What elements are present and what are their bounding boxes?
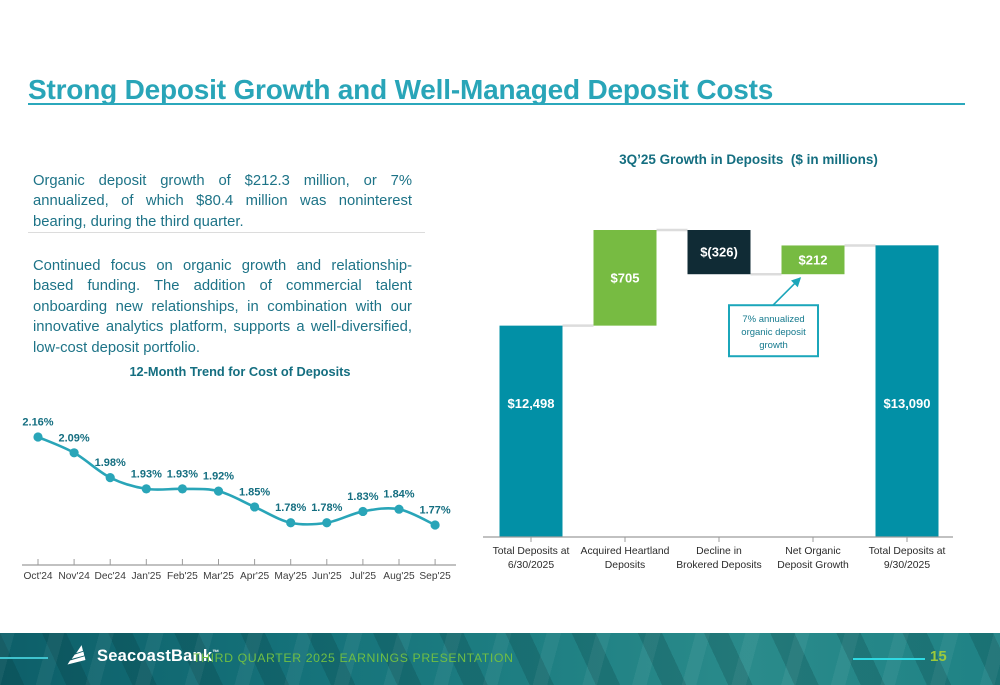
x-axis-label: Jul'25 bbox=[350, 571, 377, 582]
bar-value-label: $12,498 bbox=[508, 396, 555, 411]
category-label: Decline in bbox=[696, 546, 742, 557]
line-chart-point bbox=[250, 502, 260, 512]
line-chart-point bbox=[430, 520, 440, 530]
line-chart-point bbox=[69, 448, 79, 458]
bar-value-label: $705 bbox=[611, 270, 640, 285]
line-chart-point bbox=[105, 473, 115, 483]
category-label: Total Deposits at bbox=[869, 546, 946, 557]
line-chart-point bbox=[394, 504, 404, 514]
line-chart-point bbox=[141, 484, 151, 494]
data-label: 1.93% bbox=[131, 468, 162, 480]
line-chart-plot: Oct'24 Nov'24 Dec'24 Jan'25 Feb'25 Mar'25 Apr'… bbox=[22, 417, 456, 582]
data-label: 1.92% bbox=[203, 471, 234, 483]
body-paragraph-2: Continued focus on organic growth and re… bbox=[33, 257, 412, 357]
x-axis-label: Sep'25 bbox=[419, 571, 451, 582]
data-label: 1.83% bbox=[347, 491, 378, 503]
category-label: Brokered Deposits bbox=[676, 560, 761, 571]
waterfall-plot: $12,498 $705 $(326) $212 $13,090 Total Deposi… bbox=[483, 228, 953, 571]
category-label: Total Deposits at bbox=[493, 546, 570, 557]
waterfall-bar bbox=[687, 230, 751, 275]
annotation-text: organic deposit bbox=[741, 327, 806, 338]
footer-accent-line-right bbox=[853, 658, 925, 660]
x-axis-label: Jan'25 bbox=[131, 571, 161, 582]
waterfall-bar bbox=[875, 245, 939, 537]
footer-accent-line-left bbox=[0, 657, 48, 659]
waterfall-bar bbox=[781, 245, 845, 275]
data-label: 1.77% bbox=[419, 504, 450, 516]
data-label: 1.78% bbox=[275, 502, 306, 514]
line-chart-point bbox=[177, 484, 187, 494]
presentation-title: THIRD QUARTER 2025 EARNINGS PRESENTATION bbox=[193, 651, 514, 665]
line-chart-point bbox=[358, 506, 368, 517]
x-axis-label: Aug'25 bbox=[383, 571, 415, 582]
x-axis-label: Feb'25 bbox=[167, 571, 198, 582]
category-label: Deposit Growth bbox=[777, 560, 849, 571]
page-title: Strong Deposit Growth and Well-Managed D… bbox=[28, 73, 774, 105]
data-label: 1.93% bbox=[167, 468, 198, 480]
waterfall-bar bbox=[593, 230, 657, 326]
deposit-growth-waterfall-chart: 3Q’25 Growth in Deposits ($ in millions)… bbox=[480, 150, 985, 590]
paragraph-divider bbox=[28, 232, 425, 233]
category-label: Deposits bbox=[605, 560, 645, 571]
brand-name: SeacoastBank™ bbox=[97, 647, 220, 665]
cost-of-deposits-line-chart: 12-Month Trend for Cost of Deposits Oct'… bbox=[20, 362, 460, 590]
category-label: Acquired Heartland bbox=[581, 546, 670, 557]
line-chart-point bbox=[33, 432, 43, 442]
data-label: 1.85% bbox=[239, 486, 270, 498]
x-axis-label: Jun'25 bbox=[312, 571, 342, 582]
x-axis-label: Mar'25 bbox=[203, 571, 234, 582]
sail-icon bbox=[67, 645, 86, 665]
page-number: 15 bbox=[930, 648, 947, 665]
bar-value-label: $(326) bbox=[700, 245, 738, 260]
trend-line bbox=[36, 435, 437, 527]
annotation-arrow bbox=[772, 277, 802, 306]
category-label: Net Organic bbox=[785, 546, 840, 557]
data-label: 1.84% bbox=[383, 489, 414, 501]
line-chart-point bbox=[213, 486, 224, 496]
x-axis-label: May'25 bbox=[274, 571, 307, 582]
bar-value-label: $13,090 bbox=[884, 396, 931, 411]
title-underline bbox=[28, 103, 965, 105]
seacoast-logo: SeacoastBank™ bbox=[66, 644, 219, 669]
annotation-text: growth bbox=[759, 340, 788, 351]
data-label: 1.78% bbox=[311, 502, 342, 514]
annotation-callout bbox=[728, 304, 819, 358]
body-paragraph-1: Organic deposit growth of $212.3 million… bbox=[33, 172, 412, 230]
line-chart-title: 12-Month Trend for Cost of Deposits bbox=[129, 364, 351, 379]
x-axis-label: Nov'24 bbox=[58, 571, 90, 582]
line-chart-point bbox=[322, 518, 332, 528]
data-label: 2.16% bbox=[22, 417, 53, 429]
x-axis-label: Apr'25 bbox=[240, 571, 269, 582]
category-label: 9/30/2025 bbox=[884, 560, 930, 571]
x-axis-label: Oct'24 bbox=[23, 571, 52, 582]
trademark-mark: ™ bbox=[212, 649, 220, 657]
line-chart-point bbox=[286, 518, 296, 528]
annotation-text: 7% annualized bbox=[742, 314, 804, 325]
x-axis-label: Dec'24 bbox=[94, 571, 126, 582]
footer-band: SeacoastBank™ THIRD QUARTER 2025 EARNING… bbox=[0, 633, 1000, 685]
category-label: 6/30/2025 bbox=[508, 560, 554, 571]
waterfall-chart-title: 3Q’25 Growth in Deposits ($ in millions) bbox=[619, 152, 878, 167]
bar-value-label: $212 bbox=[799, 252, 828, 267]
data-label: 1.98% bbox=[95, 457, 126, 469]
data-label: 2.09% bbox=[58, 432, 89, 444]
waterfall-bar bbox=[499, 325, 563, 537]
